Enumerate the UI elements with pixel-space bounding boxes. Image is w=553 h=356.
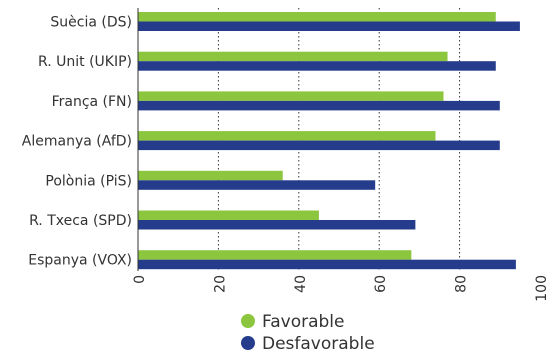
category-label: R. Unit (UKIP)	[38, 54, 132, 70]
bar-desfavorable	[138, 21, 520, 31]
category-label: Alemanya (AfD)	[22, 134, 132, 150]
x-tick-label: 20	[212, 275, 228, 293]
bar-favorable	[138, 12, 496, 22]
bar-desfavorable	[138, 61, 496, 71]
category-labels: Suècia (DS) R. Unit (UKIP) França (FN) Alem…	[22, 15, 132, 269]
x-tick-label: 60	[373, 275, 389, 293]
legend-swatch	[241, 336, 255, 350]
bar-favorable	[138, 51, 448, 62]
bar-favorable	[138, 131, 436, 141]
x-tick-label: 0	[132, 275, 148, 284]
bar-desfavorable	[138, 180, 376, 190]
x-tick-labels: 0 20 40 60 80 100	[132, 275, 550, 302]
bar-desfavorable	[138, 220, 416, 230]
x-tick-label: 80	[454, 275, 470, 293]
legend-swatch	[241, 314, 255, 328]
bar-favorable	[138, 91, 444, 101]
category-label: França (FN)	[52, 94, 132, 110]
category-label: Espanya (VOX)	[28, 253, 132, 269]
x-tick-label: 100	[534, 275, 550, 302]
category-label: Polònia (PiS)	[45, 173, 132, 189]
bar-favorable	[138, 250, 412, 260]
bar-desfavorable	[138, 259, 516, 270]
legend-label: Desfavorable	[262, 334, 375, 354]
category-label: R. Txeca (SPD)	[29, 213, 132, 229]
bar-desfavorable	[138, 140, 500, 151]
bar-favorable	[138, 210, 319, 220]
bar-desfavorable	[138, 100, 500, 111]
bar-favorable	[138, 170, 283, 181]
legend-label: Favorable	[262, 312, 344, 332]
category-label: Suècia (DS)	[50, 15, 132, 31]
x-tick-label: 40	[293, 275, 309, 293]
bars	[138, 12, 520, 270]
